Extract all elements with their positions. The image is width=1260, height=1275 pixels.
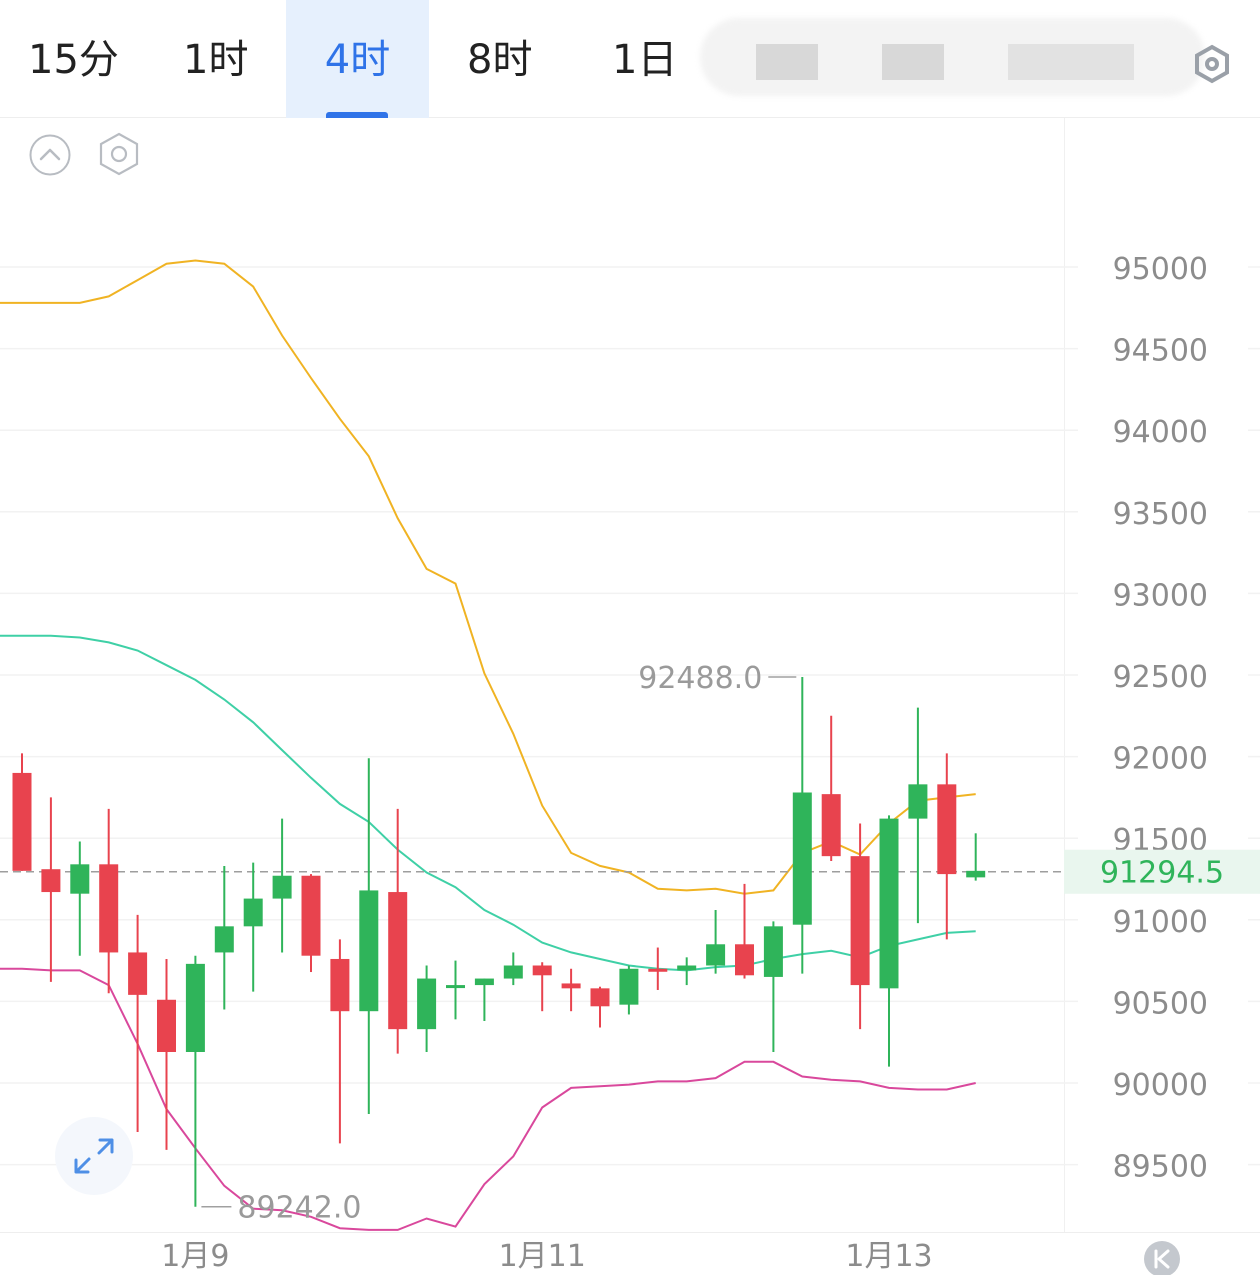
candle-body-down	[388, 892, 408, 1030]
candle-body-down	[41, 869, 61, 893]
y-tick-label: 91000	[1113, 905, 1208, 940]
candle-body-down	[937, 784, 957, 875]
candle-body-up	[474, 978, 494, 986]
tab-4h[interactable]: 4时	[286, 0, 429, 118]
candle-body-down	[330, 958, 350, 1012]
candle-body-down	[301, 875, 321, 956]
candle-body-up	[214, 926, 234, 953]
current-price-label: 91294.5	[1100, 856, 1224, 891]
y-tick-label: 94500	[1113, 334, 1208, 369]
x-tick-label: 1月13	[845, 1239, 932, 1274]
redacted-block	[756, 44, 818, 80]
hexagon-settings-icon[interactable]	[96, 131, 142, 177]
active-tab-indicator	[326, 112, 388, 118]
chevron-up-circle-icon[interactable]	[28, 133, 72, 177]
candle-body-up	[503, 965, 523, 979]
candle-body-down	[561, 983, 581, 989]
candle-body-up	[272, 875, 292, 899]
candle-body-up	[619, 968, 639, 1005]
tab-8h[interactable]: 8时	[467, 37, 533, 83]
candle-body-up	[763, 926, 783, 977]
current-price-tag	[1064, 849, 1260, 894]
candle-body-down	[648, 968, 668, 972]
candle-body-up	[185, 963, 205, 1052]
y-tick-label: 90500	[1113, 986, 1208, 1021]
expand-arrows-icon[interactable]	[54, 1116, 134, 1196]
tab-15m[interactable]: 15分	[28, 37, 119, 83]
candle-body-up	[359, 890, 379, 1012]
candle-body-up	[417, 978, 437, 1030]
y-tick-label: 89500	[1113, 1150, 1208, 1185]
scroll-to-latest-icon[interactable]	[1143, 1240, 1181, 1275]
candle-body-down	[157, 999, 176, 1052]
candle-body-down	[532, 965, 552, 976]
time-axis-line	[0, 1232, 1260, 1233]
x-tick-label: 1月11	[499, 1239, 586, 1274]
y-tick-label: 95000	[1113, 252, 1208, 287]
lower-band-line	[0, 967, 976, 1231]
y-tick-label: 93000	[1113, 578, 1208, 613]
candle-body-up	[792, 792, 812, 925]
y-tick-label: 92500	[1113, 660, 1208, 695]
interval-tab-bar: 15分 1时 4时 8时 1日	[0, 0, 1260, 118]
candle-body-up	[243, 898, 263, 927]
upper-band-line	[0, 259, 976, 895]
candle-body-up	[879, 818, 899, 989]
high-price-label: 92488.0	[638, 661, 762, 696]
candle-body-down	[590, 988, 610, 1007]
candle-body-up	[966, 870, 986, 878]
candlestick-chart[interactable]: 9500094500940009350093000925009200091500…	[0, 118, 1260, 1275]
y-tick-label: 90000	[1113, 1068, 1208, 1103]
x-tick-label: 1月9	[161, 1239, 229, 1274]
redacted-block	[1008, 44, 1134, 80]
y-tick-label: 92000	[1113, 742, 1208, 777]
candle-body-up	[706, 944, 726, 966]
y-tick-label: 93500	[1113, 497, 1208, 532]
low-price-label: 89242.0	[237, 1191, 361, 1226]
candle-body-up	[446, 985, 465, 989]
candle-body-down	[735, 944, 754, 976]
candle-body-up	[908, 784, 928, 819]
candle-body-down	[99, 864, 119, 953]
settings-icon[interactable]	[1194, 44, 1230, 84]
candle-body-down	[850, 856, 870, 986]
middle-band-line	[0, 634, 976, 972]
candle-body-down	[821, 794, 841, 857]
candle-body-up	[677, 965, 697, 971]
candle-body-down	[12, 772, 32, 871]
tab-4h-label: 4时	[324, 37, 391, 83]
candle-body-up	[70, 864, 90, 894]
candle-body-down	[128, 952, 148, 995]
tab-1d[interactable]: 1日	[612, 37, 678, 83]
y-tick-label: 94000	[1113, 415, 1208, 450]
tab-1h[interactable]: 1时	[183, 37, 249, 83]
redacted-block	[882, 44, 944, 80]
